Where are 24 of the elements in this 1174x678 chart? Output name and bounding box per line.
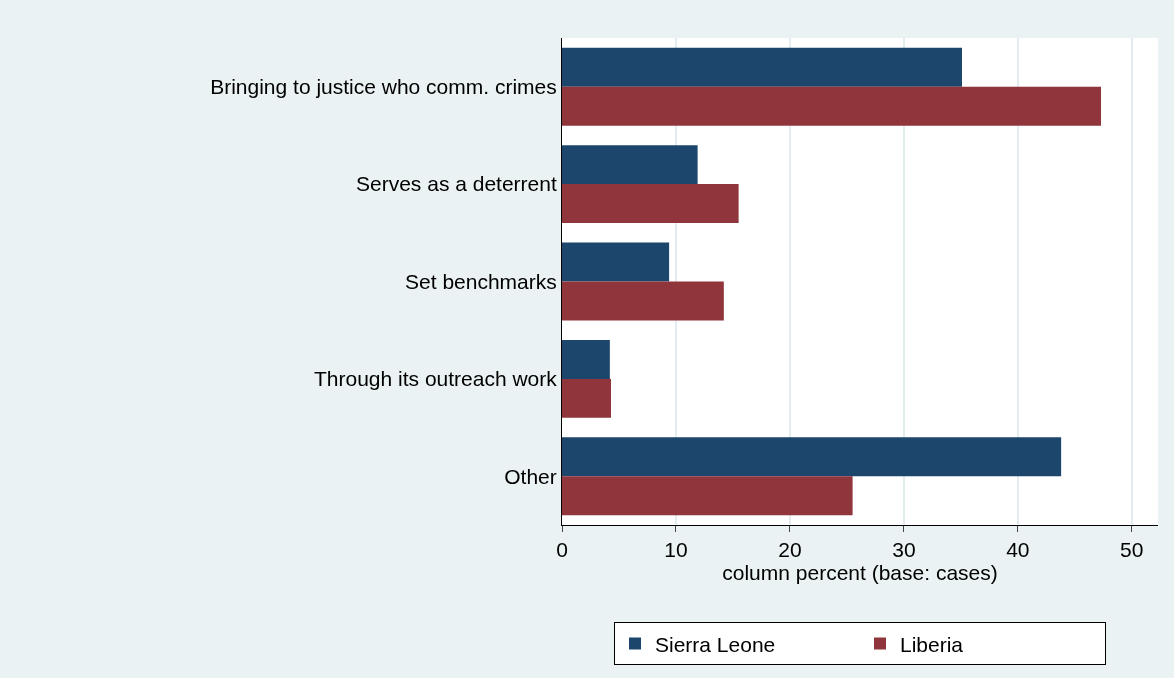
legend-label: Sierra Leone	[655, 632, 776, 656]
x-tick-label: 20	[778, 538, 802, 562]
x-tick-label: 40	[1006, 538, 1030, 562]
y-tick-label: Bringing to justice who comm. crimes	[210, 75, 557, 99]
y-tick-label: Serves as a deterrent	[356, 172, 557, 196]
bar	[562, 378, 611, 418]
bar	[562, 339, 610, 379]
y-tick-label: Through its outreach work	[314, 367, 558, 391]
bar	[562, 281, 724, 321]
y-tick-label: Other	[504, 464, 557, 488]
bar	[562, 184, 739, 224]
bar	[562, 242, 670, 282]
bar	[562, 476, 853, 516]
y-tick-label: Set benchmarks	[405, 269, 557, 293]
bar	[562, 47, 962, 87]
bar	[562, 145, 698, 185]
bar	[562, 437, 1062, 477]
bar	[562, 86, 1102, 126]
x-tick-label: 50	[1120, 538, 1144, 562]
x-tick-label: 10	[664, 538, 688, 562]
x-tick-label: 30	[892, 538, 916, 562]
legend-label: Liberia	[900, 632, 964, 656]
x-tick-label: 0	[556, 538, 568, 562]
x-axis-title: column percent (base: cases)	[722, 561, 998, 585]
